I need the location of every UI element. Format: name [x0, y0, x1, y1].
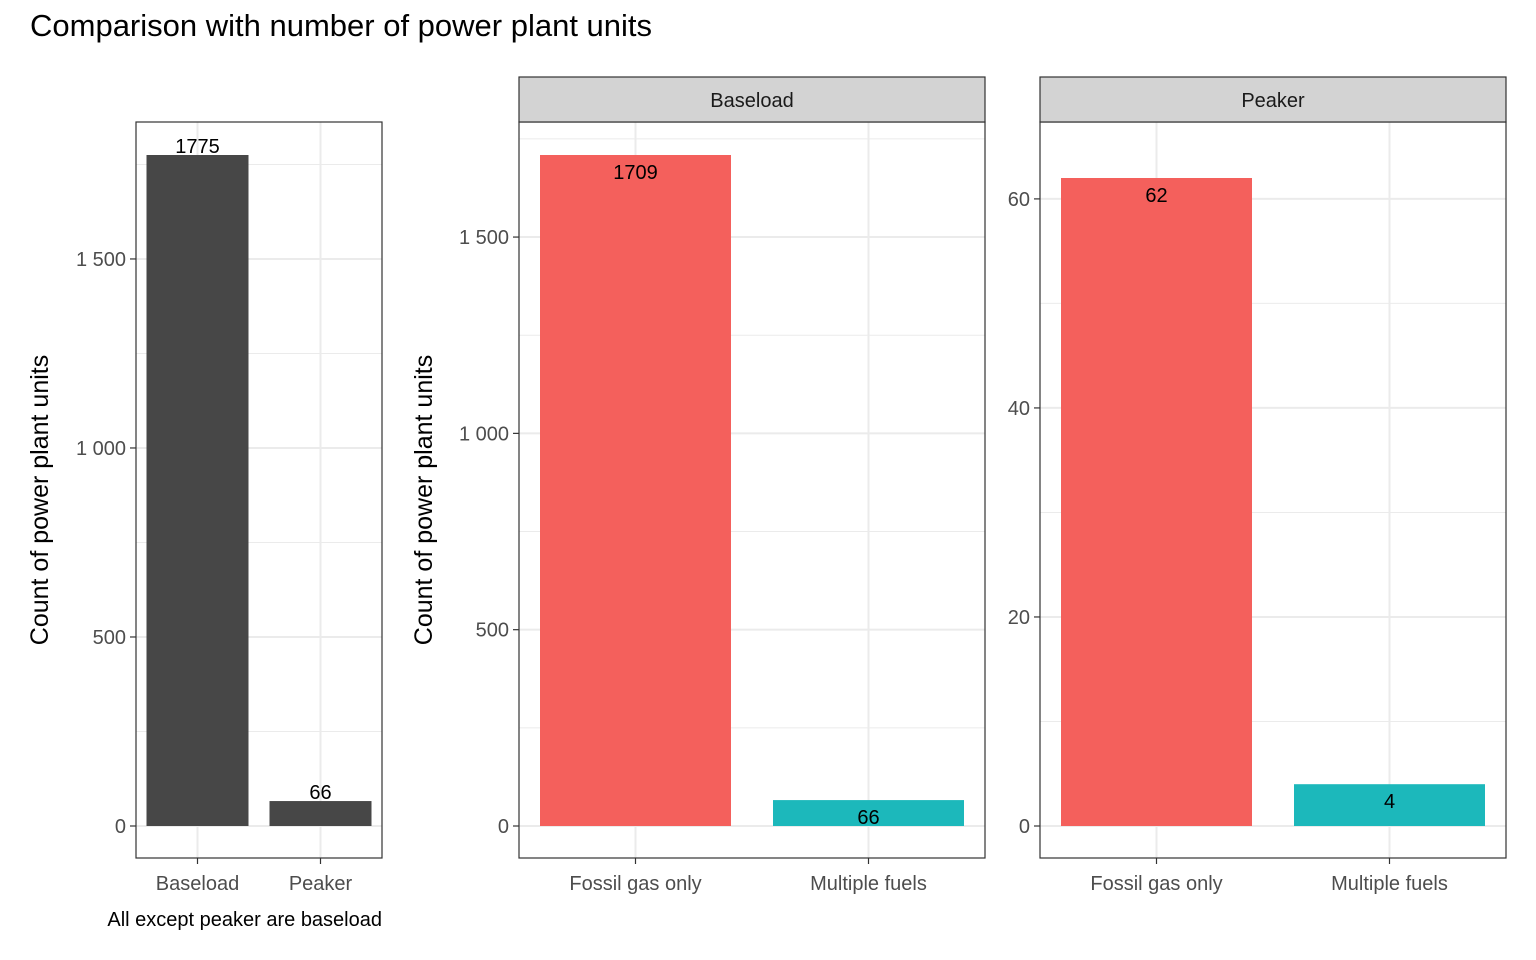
- y-tick-label: 1 000: [76, 438, 126, 460]
- x-tick-label: Multiple fuels: [810, 873, 927, 895]
- data-label: 1709: [613, 162, 658, 184]
- bar-fossil-gas-only: [540, 155, 731, 826]
- facet-strip: [1039, 76, 1507, 123]
- x-tick-label: Fossil gas only: [569, 873, 701, 895]
- bar-multiple-fuels: [773, 800, 964, 826]
- y-tick-label: 500: [93, 627, 126, 649]
- panel-baseload: 1709 66 0 500 1 000 1 500 Fossil gas only Multi…: [410, 76, 986, 895]
- chart-caption: All except peaker are baseload: [107, 909, 382, 931]
- facet-strip: [518, 76, 986, 123]
- y-tick-label: 0: [498, 816, 509, 838]
- y-tick-label: 0: [1019, 816, 1030, 838]
- y-tick-label: 60: [1008, 189, 1030, 211]
- data-label: 66: [309, 782, 331, 804]
- bar-baseload: [146, 155, 249, 826]
- chart-title: Comparison with number of power plant un…: [30, 8, 653, 43]
- y-tick-label: 1 500: [459, 227, 509, 249]
- panel-overall: 1775 66 0 500 1 000 1 500 Baseload Peaker Count …: [26, 121, 383, 931]
- bar-fossil-gas-only: [1061, 178, 1252, 826]
- y-axis-title: Count of power plant units: [410, 355, 438, 645]
- x-tick-label: Peaker: [289, 873, 353, 895]
- facet-strip-label: Peaker: [1241, 90, 1305, 112]
- y-tick-label: 0: [115, 816, 126, 838]
- y-tick-label: 1 500: [76, 249, 126, 271]
- data-label: 62: [1145, 185, 1167, 207]
- panel-border: [135, 121, 383, 859]
- x-tick-label: Fossil gas only: [1090, 873, 1222, 895]
- bar-multiple-fuels: [1294, 784, 1485, 826]
- facet-strip-label: Baseload: [710, 90, 793, 112]
- data-label: 66: [857, 807, 879, 829]
- y-tick-label: 40: [1008, 398, 1030, 420]
- x-tick-label: Multiple fuels: [1331, 873, 1448, 895]
- y-tick-label: 1 000: [459, 423, 509, 445]
- data-label: 1775: [175, 136, 220, 158]
- y-tick-label: 20: [1008, 607, 1030, 629]
- y-tick-label: 500: [476, 620, 509, 642]
- bar-peaker: [269, 801, 372, 826]
- x-tick-label: Baseload: [156, 873, 239, 895]
- data-label: 4: [1384, 791, 1395, 813]
- y-axis-title: Count of power plant units: [26, 355, 54, 645]
